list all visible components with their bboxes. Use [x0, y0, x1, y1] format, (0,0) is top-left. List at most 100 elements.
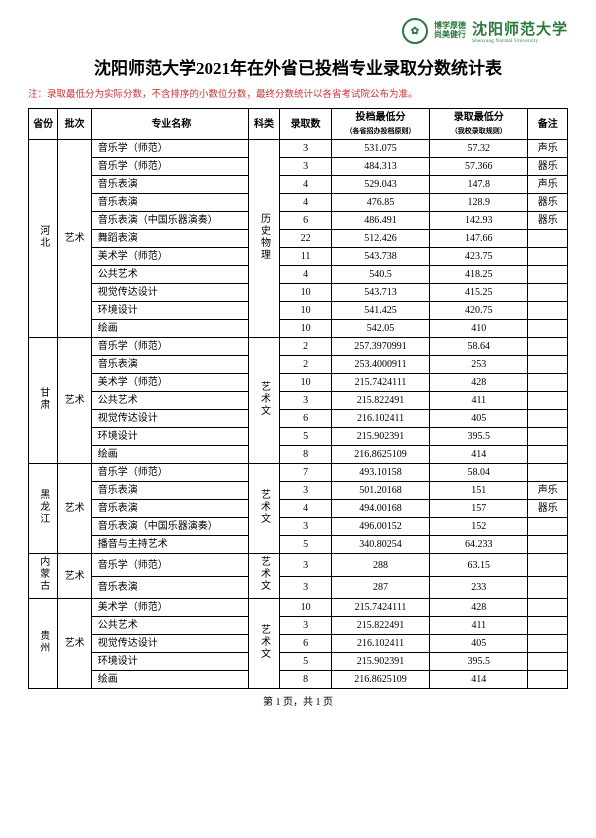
- cell-score1: 484.313: [331, 158, 429, 176]
- table-row: 音乐学（师范）3484.31357.366器乐: [29, 158, 568, 176]
- col-score1-sub: （各省招办投档原则）: [346, 127, 416, 135]
- cell-major: 音乐学（师范）: [91, 464, 248, 482]
- cell-major: 公共艺术: [91, 617, 248, 635]
- cell-score1: 216.102411: [331, 410, 429, 428]
- cell-major: 音乐表演: [91, 176, 248, 194]
- cell-remark: 器乐: [528, 194, 568, 212]
- cell-score2: 395.5: [430, 428, 528, 446]
- cell-score2: 418.25: [430, 266, 528, 284]
- table-row: 河北艺术音乐学（师范）历史物理3531.07557.32声乐: [29, 140, 568, 158]
- cell-remark: [528, 518, 568, 536]
- cell-count: 2: [280, 338, 332, 356]
- cell-count: 7: [280, 464, 332, 482]
- cell-major: 视觉传达设计: [91, 410, 248, 428]
- cell-score1: 215.7424111: [331, 374, 429, 392]
- page-title: 沈阳师范大学2021年在外省已投档专业录取分数统计表: [28, 54, 568, 79]
- cell-count: 5: [280, 653, 332, 671]
- cell-score1: 542.05: [331, 320, 429, 338]
- cell-count: 22: [280, 230, 332, 248]
- cell-major: 音乐学（师范）: [91, 338, 248, 356]
- cell-remark: [528, 554, 568, 577]
- table-row: 视觉传达设计6216.102411405: [29, 635, 568, 653]
- cell-remark: [528, 230, 568, 248]
- cell-remark: [528, 464, 568, 482]
- cell-remark: [528, 410, 568, 428]
- table-row: 环境设计5215.902391395.5: [29, 428, 568, 446]
- cell-remark: [528, 428, 568, 446]
- cell-count: 10: [280, 320, 332, 338]
- cell-major: 美术学（师范）: [91, 248, 248, 266]
- table-row: 黑龙江艺术音乐学（师范）艺术文7493.1015858.04: [29, 464, 568, 482]
- cell-remark: 声乐: [528, 482, 568, 500]
- page-indicator: 第 1 页，共 1 页: [28, 693, 568, 708]
- cell-remark: [528, 374, 568, 392]
- cell-score2: 415.25: [430, 284, 528, 302]
- table-row: 音乐表演3501.20168151声乐: [29, 482, 568, 500]
- cell-score2: 147.8: [430, 176, 528, 194]
- cell-count: 11: [280, 248, 332, 266]
- cell-score1: 216.8625109: [331, 446, 429, 464]
- cell-remark: 声乐: [528, 140, 568, 158]
- cell-remark: 器乐: [528, 212, 568, 230]
- cell-score1: 288: [331, 554, 429, 577]
- cell-subject: 历史物理: [248, 140, 279, 338]
- cell-batch: 艺术: [58, 464, 91, 554]
- cell-score1: 287: [331, 576, 429, 599]
- cell-province: 内蒙古: [29, 554, 58, 599]
- table-row: 音乐表演3287233: [29, 576, 568, 599]
- cell-count: 3: [280, 158, 332, 176]
- cell-score1: 476.85: [331, 194, 429, 212]
- cell-major: 音乐表演: [91, 576, 248, 599]
- cell-major: 绘画: [91, 671, 248, 689]
- table-row: 音乐表演2253.4000911253: [29, 356, 568, 374]
- col-subject: 科类: [248, 109, 279, 140]
- col-major: 专业名称: [91, 109, 248, 140]
- cell-score2: 253: [430, 356, 528, 374]
- cell-score2: 410: [430, 320, 528, 338]
- table-row: 内蒙古艺术音乐学（师范）艺术文328863.15: [29, 554, 568, 577]
- cell-major: 环境设计: [91, 653, 248, 671]
- cell-score1: 543.738: [331, 248, 429, 266]
- note-text: 注：录取最低分为实际分数，不含排序的小数位分数，最终分数统计以各省考试院公布为准…: [28, 89, 568, 102]
- cell-score2: 152: [430, 518, 528, 536]
- table-row: 美术学（师范）10215.7424111428: [29, 374, 568, 392]
- cell-major: 公共艺术: [91, 392, 248, 410]
- motto-line2: 尚美健行: [434, 31, 466, 40]
- cell-subject: 艺术文: [248, 554, 279, 599]
- table-row: 环境设计10541.425420.75: [29, 302, 568, 320]
- cell-subject: 艺术文: [248, 599, 279, 689]
- cell-province: 黑龙江: [29, 464, 58, 554]
- cell-major: 美术学（师范）: [91, 599, 248, 617]
- cell-score1: 494.00168: [331, 500, 429, 518]
- cell-remark: [528, 338, 568, 356]
- col-count: 录取数: [280, 109, 332, 140]
- cell-score2: 414: [430, 671, 528, 689]
- cell-score2: 414: [430, 446, 528, 464]
- cell-score1: 529.043: [331, 176, 429, 194]
- col-remark: 备注: [528, 109, 568, 140]
- cell-score1: 253.4000911: [331, 356, 429, 374]
- cell-count: 3: [280, 576, 332, 599]
- cell-major: 环境设计: [91, 302, 248, 320]
- cell-major: 绘画: [91, 446, 248, 464]
- table-row: 环境设计5215.902391395.5: [29, 653, 568, 671]
- cell-remark: [528, 356, 568, 374]
- cell-major: 美术学（师范）: [91, 374, 248, 392]
- cell-score2: 428: [430, 599, 528, 617]
- cell-count: 2: [280, 356, 332, 374]
- cell-score2: 64.233: [430, 536, 528, 554]
- cell-batch: 艺术: [58, 140, 91, 338]
- cell-score2: 58.04: [430, 464, 528, 482]
- cell-remark: [528, 248, 568, 266]
- cell-count: 3: [280, 518, 332, 536]
- cell-remark: [528, 617, 568, 635]
- university-name: 沈阳师范大学: [472, 22, 568, 38]
- cell-remark: [528, 635, 568, 653]
- cell-score1: 540.5: [331, 266, 429, 284]
- cell-batch: 艺术: [58, 554, 91, 599]
- cell-score1: 215.7424111: [331, 599, 429, 617]
- table-header-row: 省份 批次 专业名称 科类 录取数 投档最低分 （各省招办投档原则） 录取最低分…: [29, 109, 568, 140]
- table-row: 绘画10542.05410: [29, 320, 568, 338]
- cell-count: 10: [280, 599, 332, 617]
- col-score2: 录取最低分 （我校录取规则）: [430, 109, 528, 140]
